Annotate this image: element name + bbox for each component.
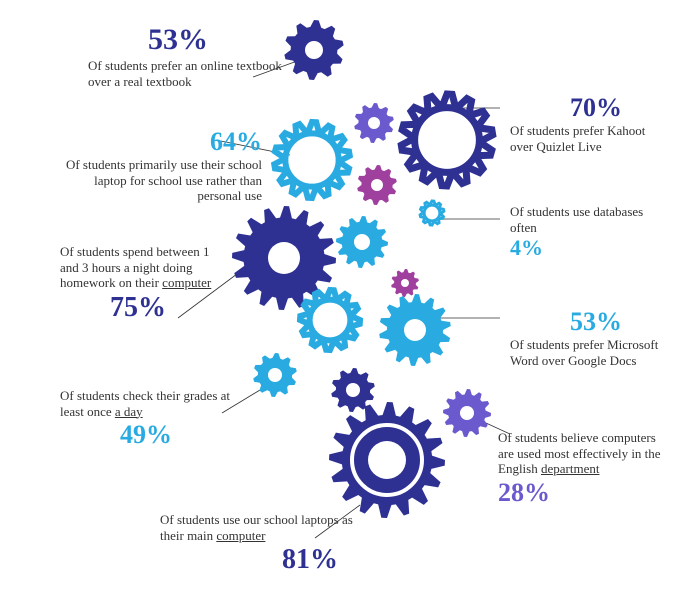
- stat-percent: 4%: [510, 235, 660, 261]
- stat-desc: Of students primarily use their school l…: [52, 157, 262, 204]
- stat-desc: Of students use databases often: [510, 204, 660, 235]
- gear-g4: [274, 122, 350, 198]
- stat-desc: Of students prefer an online textbook ov…: [88, 58, 288, 89]
- stat-percent: 70%: [510, 92, 660, 123]
- stat-percent: 64%: [52, 126, 262, 157]
- gear-g3: [354, 103, 394, 143]
- stat-desc: Of students spend between 1 and 3 hours …: [60, 244, 230, 291]
- stat-percent: 75%: [60, 291, 230, 325]
- gear-g6: [420, 201, 444, 225]
- gear-g14: [329, 402, 445, 518]
- stat-percent: 53%: [88, 22, 288, 58]
- stat-s7: Of students check their grades at least …: [60, 388, 250, 450]
- stat-desc: Of students check their grades at least …: [60, 388, 250, 419]
- stat-s3: 64%Of students primarily use their schoo…: [52, 126, 262, 204]
- stat-percent: 28%: [498, 477, 668, 508]
- stat-percent: 49%: [60, 419, 250, 450]
- stat-s4: Of students use databases often4%: [510, 204, 660, 262]
- gear-g1: [284, 20, 343, 80]
- gear-g12: [253, 353, 296, 397]
- stat-s9: Of students use our school laptops as th…: [160, 512, 370, 577]
- stat-s8: Of students believe computers are used m…: [498, 430, 668, 508]
- stat-desc: Of students prefer Microsoft Word over G…: [510, 337, 670, 368]
- stat-s1: 53%Of students prefer an online textbook…: [88, 22, 288, 89]
- stat-desc: Of students prefer Kahoot over Quizlet L…: [510, 123, 660, 154]
- gear-g11: [379, 294, 451, 366]
- gear-g15: [443, 389, 491, 437]
- stat-percent: 53%: [510, 306, 670, 337]
- gear-g10: [300, 290, 360, 350]
- stat-percent: 81%: [160, 543, 370, 577]
- stat-s2: 70%Of students prefer Kahoot over Quizle…: [510, 92, 660, 154]
- stat-desc: Of students use our school laptops as th…: [160, 512, 370, 543]
- stat-s5: Of students spend between 1 and 3 hours …: [60, 244, 230, 324]
- gear-g9: [391, 269, 419, 297]
- gear-g8: [336, 216, 388, 268]
- gear-g5: [357, 165, 397, 205]
- stat-s6: 53%Of students prefer Microsoft Word ove…: [510, 306, 670, 368]
- stat-desc: Of students believe computers are used m…: [498, 430, 668, 477]
